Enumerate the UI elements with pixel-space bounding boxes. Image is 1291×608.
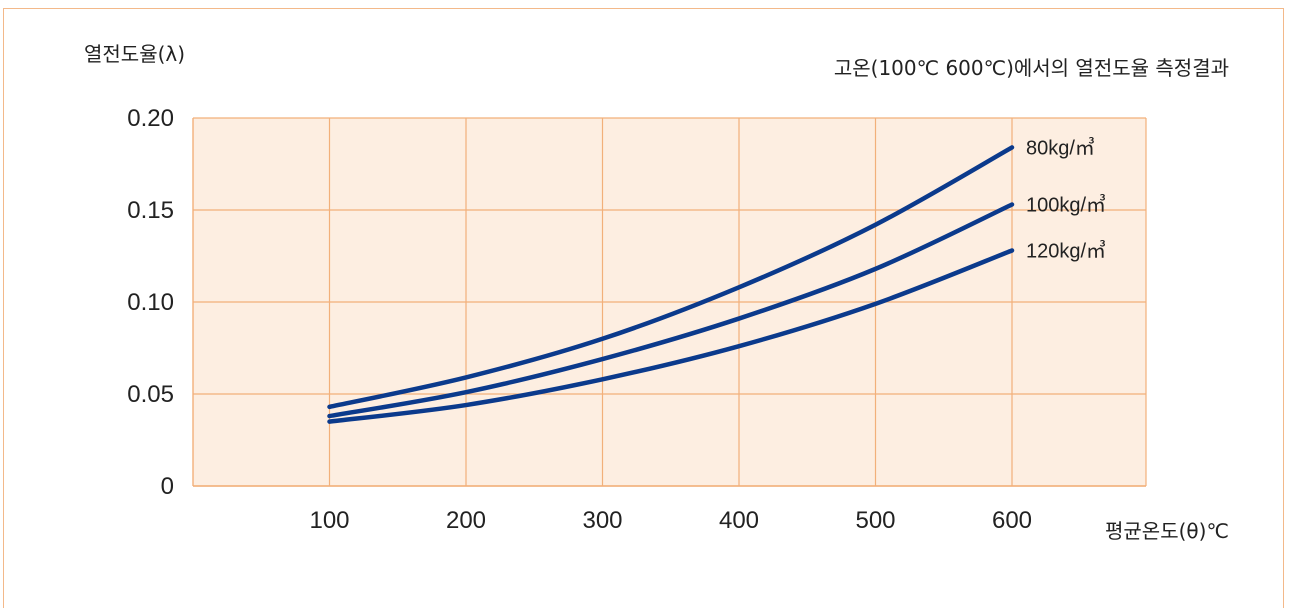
y-tick-label-3: 0.15 — [127, 197, 174, 224]
x-tick-label-500: 500 — [855, 507, 895, 534]
series-label-0: 80kg/㎥ — [1026, 135, 1095, 159]
y-tick-label-1: 0.05 — [127, 381, 174, 408]
x-tick-label-100: 100 — [309, 507, 349, 534]
y-tick-label-4: 0.20 — [127, 105, 174, 132]
y-tick-label-0: 0 — [161, 473, 174, 500]
x-tick-label-400: 400 — [719, 507, 759, 534]
series-label-1: 100kg/㎥ — [1026, 192, 1106, 216]
y-axis-label: 열전도율(λ) — [84, 42, 186, 66]
line-chart: 0 0.05 0.10 0.15 0.20 100 200 300 400 500 600 80kg/… — [127, 105, 1147, 534]
series-label-2: 120kg/㎥ — [1026, 238, 1106, 262]
series-line-0 — [327, 145, 1015, 410]
series-line-2 — [327, 248, 1015, 424]
x-tick-label-600: 600 — [992, 507, 1032, 534]
x-tick-label-200: 200 — [446, 507, 486, 534]
chart-title: 고온(100℃ 600℃)에서의 열전도율 측정결과 — [833, 56, 1229, 80]
series-line-1 — [327, 202, 1015, 419]
x-tick-label-300: 300 — [582, 507, 622, 534]
x-axis-label: 평균온도(θ)℃ — [1105, 519, 1229, 543]
chart-frame — [3, 8, 1284, 608]
y-tick-label-2: 0.10 — [127, 289, 174, 316]
